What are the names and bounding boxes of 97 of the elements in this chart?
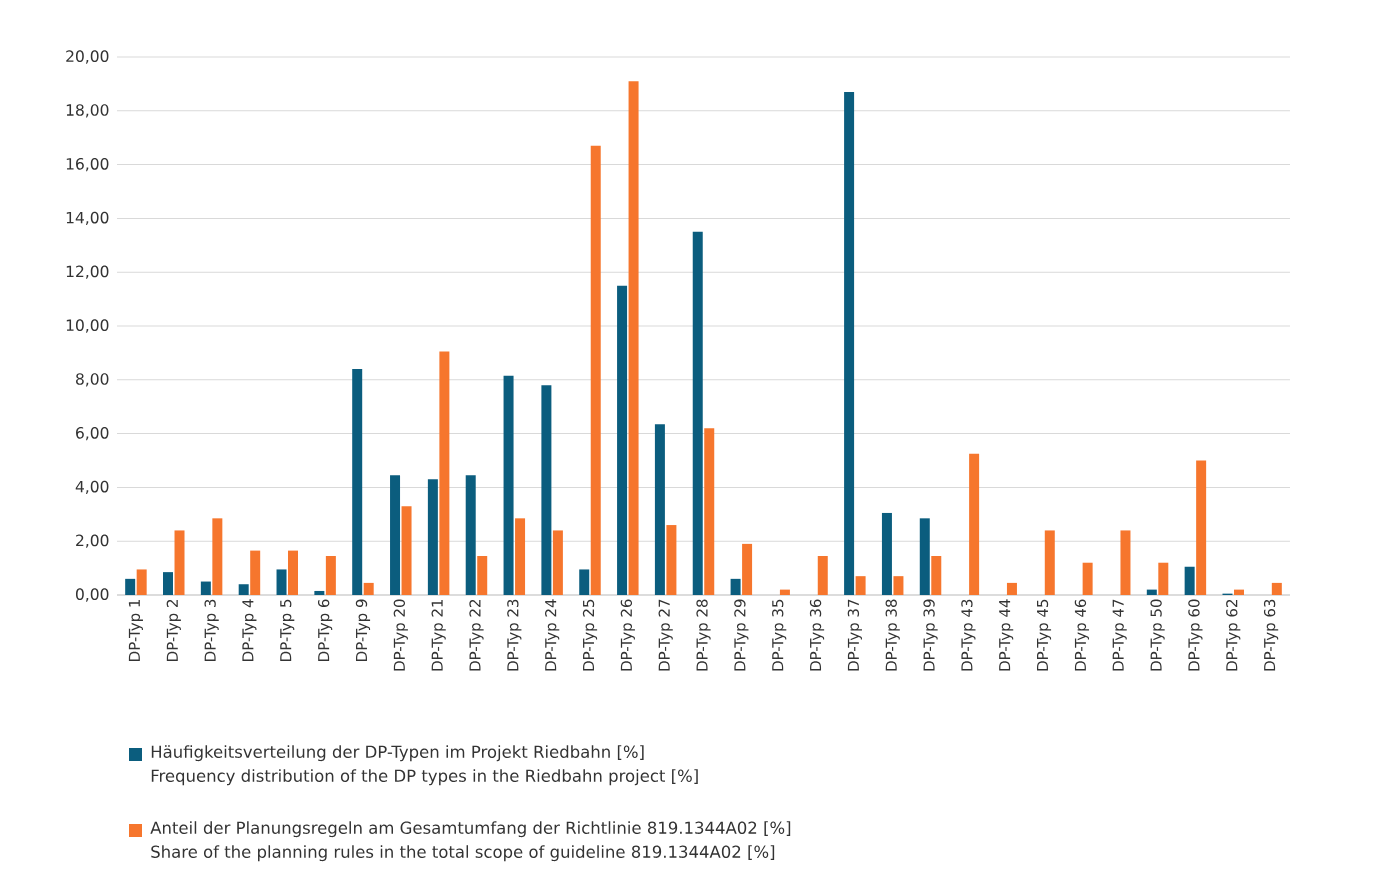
bar <box>325 555 336 595</box>
bar <box>666 525 677 595</box>
bar <box>628 81 639 595</box>
y-tick-label: 0,00 <box>75 588 109 602</box>
bar <box>742 543 753 595</box>
bar <box>931 555 942 595</box>
bar <box>617 285 628 595</box>
x-tick-label: DP-Typ 1 <box>128 599 143 661</box>
bar <box>893 576 904 595</box>
x-tick-label: DP-Typ 24 <box>545 599 560 671</box>
bar <box>200 581 211 595</box>
bar <box>352 369 363 595</box>
bar <box>477 555 488 595</box>
x-tick-label: DP-Typ 44 <box>999 599 1014 671</box>
x-tick-label: DP-Typ 29 <box>734 599 749 671</box>
bar <box>1082 562 1093 595</box>
y-tick-label: 6,00 <box>76 426 109 441</box>
bar <box>515 518 526 595</box>
x-tick-label: DP-Typ 28 <box>696 599 711 671</box>
bar <box>439 351 450 595</box>
x-tick-label: DP-Typ 4 <box>242 599 257 661</box>
y-tick-label: 10,00 <box>66 319 109 333</box>
bar <box>238 584 249 595</box>
bar <box>276 569 287 595</box>
legend-label: Anteil der Planungsregeln am Gesamtumfang der Richtlinie 819.1344A02 [%] Share of the planning rules in the total scope of guideline 819.1344A02 [%] <box>150 821 791 862</box>
x-tick-label: DP-Typ 3 <box>204 599 219 661</box>
x-tick-label: DP-Typ 38 <box>885 599 900 671</box>
bar <box>465 475 476 595</box>
bar <box>1196 460 1207 595</box>
bar <box>1271 582 1282 595</box>
x-tick-label: DP-Typ 25 <box>582 599 598 671</box>
bar <box>390 475 401 595</box>
x-tick-label: DP-Typ 35 <box>772 599 787 671</box>
bar <box>969 453 980 595</box>
y-tick-label: 12,00 <box>66 265 109 279</box>
x-tick-label: DP-Typ 47 <box>1112 599 1127 671</box>
bar <box>1184 566 1195 595</box>
x-tick-label: DP-Typ 43 <box>961 599 976 671</box>
bar <box>363 582 374 595</box>
bar <box>163 572 174 595</box>
x-tick-label: DP-Typ 23 <box>507 599 522 671</box>
bar <box>730 578 741 595</box>
x-tick-label: DP-Typ 20 <box>393 599 408 671</box>
x-tick-label: DP-Typ 22 <box>469 600 484 671</box>
x-tick-label: DP-Typ 6 <box>317 599 333 661</box>
x-tick-label: DP-Typ 63 <box>1263 599 1279 671</box>
y-tick-label: 4,00 <box>75 480 109 495</box>
bar <box>288 550 299 595</box>
x-tick-label: DP-Typ 60 <box>1188 599 1203 671</box>
bar <box>1044 530 1055 595</box>
y-tick-label: 8,00 <box>76 373 109 387</box>
bar <box>1146 589 1157 595</box>
bar <box>844 91 855 595</box>
y-tick-label: 20,00 <box>66 50 109 64</box>
bar <box>590 145 601 595</box>
bar <box>552 530 563 595</box>
x-tick-label: DP-Typ 5 <box>280 599 295 661</box>
x-tick-label: DP-Typ 45 <box>1037 599 1052 671</box>
x-tick-label: DP-Typ 46 <box>1074 599 1090 671</box>
bar <box>427 479 438 595</box>
x-tick-label: DP-Typ 21 <box>431 599 446 671</box>
bar <box>817 555 828 595</box>
bar <box>779 589 790 595</box>
bar <box>1120 530 1131 595</box>
bar <box>174 530 185 595</box>
x-tick-label: DP-Typ 36 <box>809 599 825 671</box>
legend-label: Häufigkeitsverteilung der DP-Typen im Projekt Riedbahn [%] Frequency distribution of the DP types in the Riedbahn project [%] <box>151 745 698 786</box>
bar <box>136 569 147 595</box>
bar <box>1006 582 1017 595</box>
bar <box>212 518 223 595</box>
bar <box>881 512 892 595</box>
bar <box>1158 562 1169 595</box>
x-tick-label: DP-Typ 62 <box>1226 600 1241 671</box>
x-tick-label: DP-Typ 27 <box>658 599 673 671</box>
x-tick-label: DP-Typ 26 <box>620 599 635 671</box>
bar <box>401 506 412 595</box>
bar <box>704 428 715 595</box>
y-tick-label: 16,00 <box>66 157 109 172</box>
x-tick-label: DP-Typ 2 <box>166 600 181 661</box>
y-tick-label: 14,00 <box>66 211 109 226</box>
bar <box>855 576 866 595</box>
bar <box>654 424 665 595</box>
bar <box>503 375 514 595</box>
bar <box>125 578 136 595</box>
bar <box>1233 589 1244 595</box>
x-tick-label: DP-Typ 9 <box>355 599 371 661</box>
bar <box>692 231 703 595</box>
x-tick-label: DP-Typ 39 <box>923 599 938 671</box>
bar <box>541 385 552 595</box>
bar <box>579 569 590 595</box>
y-tick-label: 2,00 <box>76 534 109 548</box>
bar <box>919 518 930 595</box>
y-tick-label: 18,00 <box>66 104 109 118</box>
x-tick-label: DP-Typ 37 <box>847 599 862 671</box>
bar <box>314 590 325 595</box>
x-tick-label: DP-Typ 50 <box>1150 599 1165 671</box>
bar <box>250 550 261 595</box>
